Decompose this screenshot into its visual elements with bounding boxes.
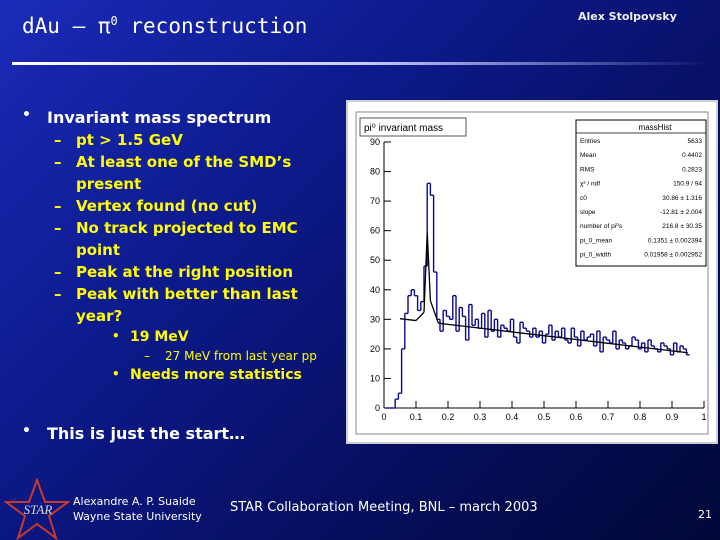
fit-curve-segment bbox=[423, 231, 428, 313]
stats-key: χ² / ndf bbox=[580, 181, 600, 188]
x-tick-label: 0.1 bbox=[410, 412, 423, 422]
sub-sub-bullet: • 19 MeV bbox=[112, 329, 189, 345]
y-tick-label: 30 bbox=[370, 314, 380, 324]
bullet-main: • Invariant mass spectrum bbox=[22, 107, 272, 127]
x-tick-label: 0.3 bbox=[474, 412, 487, 422]
x-tick-label: 0.7 bbox=[602, 412, 615, 422]
sub-bullet: – At least one of the SMD’s present bbox=[54, 153, 292, 193]
plot-title: pi⁰ invariant mass bbox=[364, 123, 443, 134]
bullet-list: • Invariant mass spectrum – pt > 1.5 GeV –… bbox=[20, 107, 340, 385]
stats-value: 30.86 ± 1.316 bbox=[662, 195, 702, 202]
page-number: 21 bbox=[698, 508, 712, 521]
star-logo: STAR bbox=[4, 478, 70, 540]
fit-curve-segment bbox=[639, 346, 673, 352]
y-tick-label: 20 bbox=[370, 344, 380, 354]
stats-value: 5633 bbox=[688, 138, 703, 145]
x-tick-label: 0.4 bbox=[506, 412, 519, 422]
sub-bullet: – pt > 1.5 GeV bbox=[54, 131, 183, 149]
stats-box: massHist Entries 5633 Mean 0.4402 RMS 0.2823 χ²… bbox=[575, 119, 707, 267]
plot-title-box bbox=[359, 117, 467, 137]
bullet-last: • This is just the start… bbox=[22, 423, 246, 443]
sub-bullet: – Peak with better than last year? bbox=[54, 285, 298, 325]
sub-sub-bullet: • Needs more statistics bbox=[112, 367, 302, 383]
stats-value: 0.4402 bbox=[682, 152, 702, 159]
fit-curve-segment bbox=[575, 338, 609, 344]
stats-key: number of pi⁰s bbox=[580, 222, 623, 230]
x-tick-label: 0.2 bbox=[442, 412, 455, 422]
fit-curve-segment bbox=[607, 342, 641, 348]
fit-curve-segment bbox=[399, 318, 417, 322]
fit-curve-series bbox=[399, 231, 689, 354]
fit-curve-segment bbox=[543, 335, 577, 341]
stats-value: 0.2823 bbox=[682, 166, 702, 173]
stats-value: -12.81 ± 2.004 bbox=[660, 209, 702, 216]
fit-curve-segment bbox=[671, 350, 689, 354]
x-tick-label: 0 bbox=[381, 412, 386, 422]
stats-box-title: massHist bbox=[639, 123, 673, 132]
y-tick-label: 50 bbox=[370, 255, 380, 265]
histogram-series bbox=[385, 182, 690, 409]
sub-bullet: – Vertex found (no cut) bbox=[54, 197, 258, 215]
stats-key: RMS bbox=[580, 166, 595, 173]
fit-curve-segment bbox=[479, 327, 513, 333]
fit-curve-segment bbox=[438, 322, 449, 326]
x-tick-label: 0.5 bbox=[538, 412, 551, 422]
y-tick-label: 70 bbox=[370, 196, 380, 206]
x-tick-label: 0.6 bbox=[570, 412, 583, 422]
stats-box-frame bbox=[575, 119, 707, 267]
sub-bullet: – Peak at the right position bbox=[54, 263, 294, 281]
stats-key: Mean bbox=[580, 152, 597, 159]
title-divider bbox=[12, 62, 710, 65]
y-tick-label: 90 bbox=[370, 137, 380, 147]
fit-curve-segment bbox=[429, 300, 440, 324]
stats-value: 0.1351 ± 0.002394 bbox=[648, 237, 703, 244]
slide-title: dAu – π0 reconstruction bbox=[22, 14, 308, 38]
y-tick-label: 80 bbox=[370, 167, 380, 177]
y-tick-label: 40 bbox=[370, 285, 380, 295]
stats-key: c0 bbox=[580, 195, 587, 202]
author-name-top: Alex Stolpovsky bbox=[578, 10, 677, 23]
y-tick-label: 0 bbox=[375, 403, 380, 413]
footer-author: Alexandre A. P. Suaide Wayne State Unive… bbox=[73, 495, 202, 523]
plot-axes: 0 0.1 0.2 0.3 0.4 0.5 0.6 0.7 0.8 0.9 101020304050… bbox=[370, 137, 707, 422]
fit-curve-segment bbox=[415, 311, 425, 322]
footer-meeting: STAR Collaboration Meeting, BNL – march … bbox=[230, 500, 538, 515]
invariant-mass-plot: pi⁰ invariant mass 0 0.1 0.2 0.3 0.4 0.5 0.6 0.… bbox=[355, 111, 709, 435]
star-logo-text: STAR bbox=[24, 502, 53, 517]
y-tick-label: 60 bbox=[370, 226, 380, 236]
stats-value: 216.8 ± 30.35 bbox=[662, 223, 702, 230]
plot-frame: pi⁰ invariant mass 0 0.1 0.2 0.3 0.4 0.5 0.6 0.… bbox=[346, 100, 718, 444]
stats-value: 150.9 / 94 bbox=[673, 181, 702, 188]
x-tick-label: 0.8 bbox=[634, 412, 647, 422]
sub-bullet: – No track projected to EMC point bbox=[54, 219, 298, 259]
x-tick-label: 0.9 bbox=[666, 412, 679, 422]
fit-curve-segment bbox=[447, 323, 481, 329]
sub-sub-sub-bullet: –27 MeV from last year pp bbox=[144, 349, 317, 363]
stats-key: Entries bbox=[580, 138, 601, 145]
fit-curve-segment bbox=[511, 331, 545, 337]
stats-value: 0.01958 ± 0.002952 bbox=[644, 252, 702, 259]
stats-key: pi_0_mean bbox=[580, 237, 613, 244]
y-tick-label: 10 bbox=[370, 373, 380, 383]
fit-curve-segment bbox=[426, 231, 432, 301]
stats-key: pi_0_width bbox=[580, 252, 611, 259]
stats-key: slope bbox=[580, 209, 596, 216]
x-tick-label: 1 bbox=[701, 412, 706, 422]
